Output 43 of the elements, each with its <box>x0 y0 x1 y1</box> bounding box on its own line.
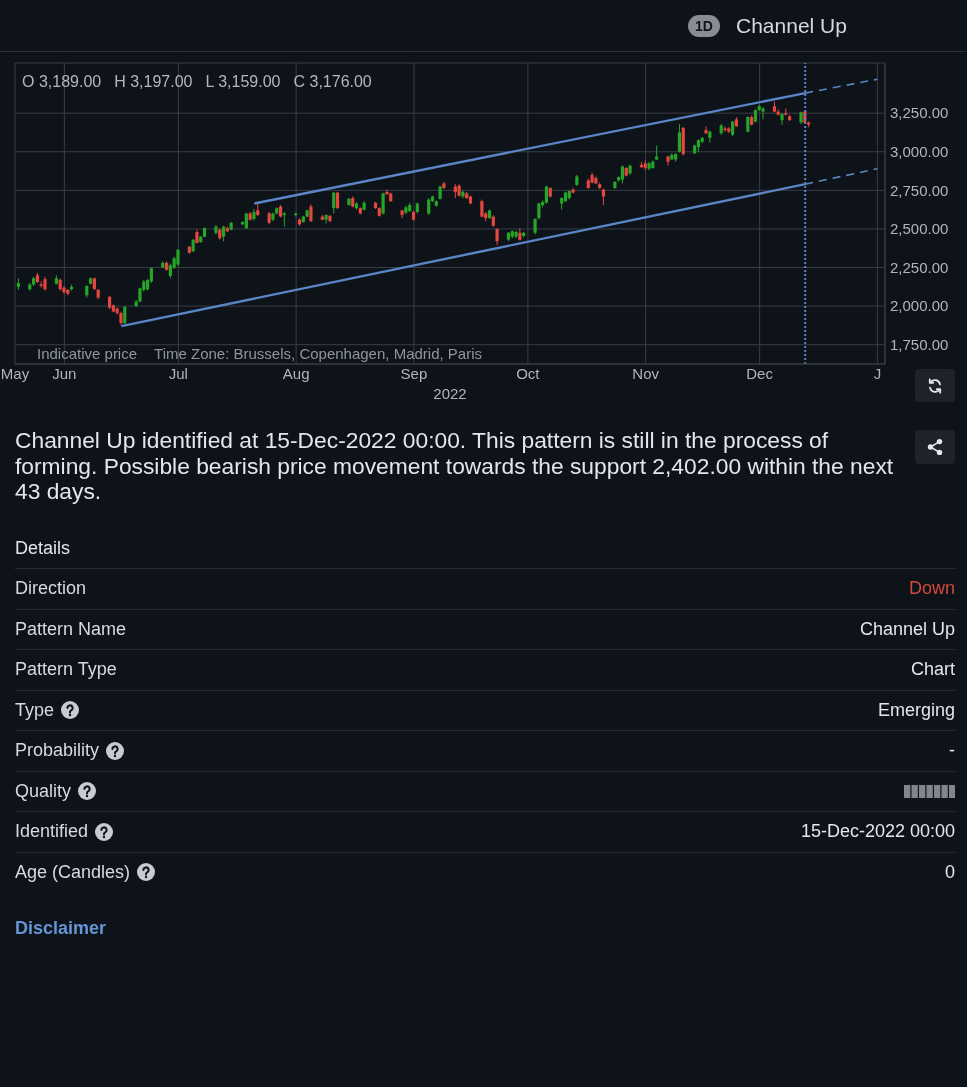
text: Pattern Type <box>15 659 117 681</box>
y-tick-label: 3,000.00 <box>890 143 949 161</box>
text: Chart <box>910 659 955 681</box>
x-tick-label: Jun <box>52 364 77 382</box>
text: Pattern Name <box>15 618 127 640</box>
y-tick-label: 3,250.00 <box>890 104 949 122</box>
text: Details <box>15 537 71 559</box>
annotation: L 3,159.00 <box>205 72 281 92</box>
text: 15-Dec-2022 00:00 <box>800 821 955 843</box>
x-tick-label: Jul <box>168 364 188 382</box>
text: Type <box>15 699 55 721</box>
text: 0 <box>944 861 955 883</box>
text: Channel Up <box>859 618 955 640</box>
annotation: C 3,176.00 <box>293 72 372 92</box>
annotation: Indicative price <box>37 345 138 363</box>
annotation: O 3,189.00 <box>22 72 102 92</box>
x-tick-label: Oct <box>516 364 541 382</box>
y-tick-label: 2,000.00 <box>890 297 949 315</box>
text: - <box>949 740 955 762</box>
annotation: Time Zone: Brussels, Copenhagen, Madrid, Paris <box>154 345 482 363</box>
x-tick-label: Dec <box>746 364 774 382</box>
y-tick-label: 1,750.00 <box>890 336 949 354</box>
x-tick-label: Sep <box>400 364 428 382</box>
text: Channel Up identified at 15-Dec-2022 00:00. This pattern is still in the process of forming. Possible bearish price movement towards the support 2,402.00 within the next 43 days. <box>15 427 895 505</box>
y-tick-label: 2,500.00 <box>890 220 949 238</box>
x-tick-label: May <box>0 364 30 382</box>
x-axis-title: 2022 <box>433 385 467 402</box>
x-tick-label: J <box>873 364 882 382</box>
annotation: H 3,197.00 <box>114 72 193 92</box>
text: Identified <box>15 821 89 843</box>
y-tick-label: 2,750.00 <box>890 181 949 199</box>
x-tick-label: Nov <box>632 364 660 382</box>
text: Direction <box>15 578 87 600</box>
chart-title: Channel Up <box>736 13 847 39</box>
text: Down <box>908 578 955 600</box>
text: Quality <box>15 780 72 802</box>
text: Probability <box>15 740 100 762</box>
x-tick-label: Aug <box>282 364 310 382</box>
text: Age (Candles) <box>15 861 131 883</box>
text: Emerging <box>877 699 955 721</box>
text: Disclaimer <box>15 918 107 938</box>
y-tick-label: 2,250.00 <box>890 258 949 276</box>
chart-subtitle: 1D <box>688 15 720 37</box>
